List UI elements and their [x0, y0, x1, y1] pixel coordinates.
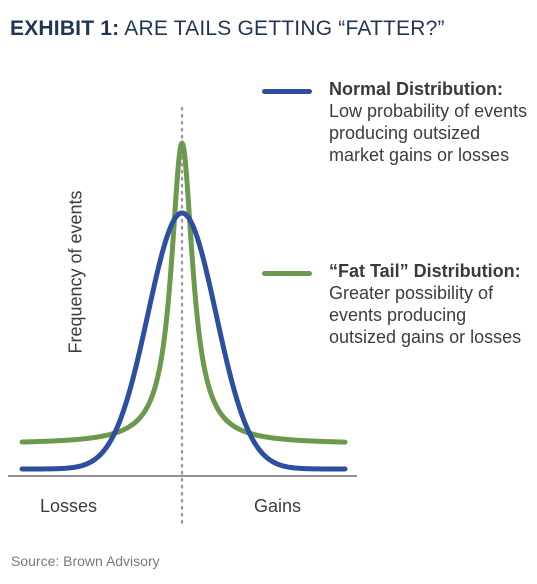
legend-fat-tail-text: “Fat Tail” Distribution: Greater possibi…: [329, 260, 529, 348]
x-axis-label-gains: Gains: [254, 496, 302, 516]
source-note: Source: Brown Advisory: [11, 553, 160, 569]
exhibit-title: EXHIBIT 1: ARE TAILS GETTING “FATTER?”: [10, 17, 445, 41]
legend-normal-description: Low probability of events producing outs…: [329, 101, 528, 165]
normal-distribution-curve: [19, 210, 348, 472]
exhibit-number: EXHIBIT 1:: [10, 17, 120, 40]
x-axis-label-losses: Losses: [40, 496, 98, 516]
y-axis-label-text: Frequency of events: [65, 190, 86, 354]
legend-fat-tail-description: Greater possibility of events producing …: [329, 283, 522, 347]
legend-normal-title: Normal Distribution:: [329, 79, 503, 99]
legend-fat-tail-swatch: [262, 271, 312, 276]
fat-tail-distribution-curve: [19, 140, 348, 445]
legend-normal-text: Normal Distribution: Low probability of …: [329, 78, 529, 166]
legend-fat-tail-title: “Fat Tail” Distribution:: [329, 261, 521, 281]
exhibit-question: ARE TAILS GETTING “FATTER?”: [124, 17, 445, 40]
legend-normal-swatch: [262, 89, 312, 94]
